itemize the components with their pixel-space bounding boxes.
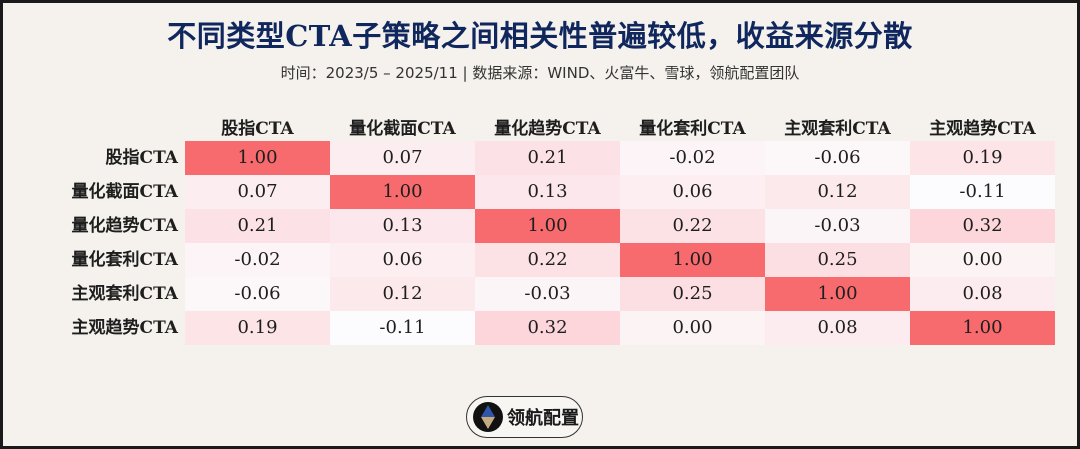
heatmap-cell: 0.12: [330, 277, 475, 311]
heatmap-cell: 0.32: [910, 209, 1055, 243]
heatmap-cell: 0.32: [475, 311, 620, 345]
row-header: 量化趋势CTA: [71, 216, 178, 236]
chart-subtitle: 时间：2023/5 – 2025/11 | 数据来源：WIND、火富牛、雪球，领…: [280, 64, 800, 82]
column-header: 股指CTA: [221, 119, 294, 139]
chart-title: 不同类型CTA子策略之间相关性普遍较低，收益来源分散: [167, 19, 913, 53]
heatmap-cell: 1.00: [330, 175, 475, 209]
heatmap-cell: 0.13: [330, 209, 475, 243]
heatmap-cell: 0.22: [475, 243, 620, 277]
heatmap-cell: 0.19: [185, 311, 330, 345]
column-header: 量化截面CTA: [349, 119, 456, 139]
heatmap-cell: 1.00: [475, 209, 620, 243]
heatmap-cell: -0.11: [910, 175, 1055, 209]
column-header: 量化套利CTA: [639, 119, 746, 139]
row-header: 量化截面CTA: [71, 182, 178, 202]
heatmap-cell: 0.08: [765, 311, 910, 345]
heatmap-cell: 0.22: [620, 209, 765, 243]
heatmap-cell: 0.07: [185, 175, 330, 209]
heatmap-cell: 0.08: [910, 277, 1055, 311]
column-header: 主观套利CTA: [784, 119, 891, 139]
column-header: 主观趋势CTA: [929, 119, 1036, 139]
row-header: 量化套利CTA: [71, 250, 178, 270]
heatmap-cell: 0.25: [765, 243, 910, 277]
column-header: 量化趋势CTA: [494, 119, 601, 139]
heatmap-cell: 0.13: [475, 175, 620, 209]
heatmap-cell: 0.00: [620, 311, 765, 345]
heatmap-cell: 0.00: [910, 243, 1055, 277]
chart-frame: 不同类型CTA子策略之间相关性普遍较低，收益来源分散 时间：2023/5 – 2…: [3, 3, 1077, 446]
heatmap-cell: -0.06: [765, 141, 910, 175]
brand-name: 领航配置: [507, 408, 579, 429]
heatmap-cell: 0.12: [765, 175, 910, 209]
heatmap-cell: -0.03: [765, 209, 910, 243]
heatmap-cell: 0.06: [620, 175, 765, 209]
heatmap-cell: 0.21: [185, 209, 330, 243]
heatmap-cell: 0.21: [475, 141, 620, 175]
row-header: 主观套利CTA: [71, 284, 178, 304]
heatmap-cell: -0.03: [475, 277, 620, 311]
row-header: 股指CTA: [105, 148, 178, 168]
compass-diamond-icon: [473, 402, 503, 432]
heatmap-cell: 0.07: [330, 141, 475, 175]
heatmap-cell: 1.00: [185, 141, 330, 175]
heatmap-cell: -0.06: [185, 277, 330, 311]
heatmap-cell: 1.00: [620, 243, 765, 277]
brand-logo: 领航配置: [466, 396, 583, 438]
heatmap-cell: -0.11: [330, 311, 475, 345]
heatmap-cell: -0.02: [620, 141, 765, 175]
heatmap-cell: 1.00: [910, 311, 1055, 345]
heatmap-cell: 0.19: [910, 141, 1055, 175]
heatmap-cell: 0.25: [620, 277, 765, 311]
heatmap-cell: -0.02: [185, 243, 330, 277]
heatmap-cell: 1.00: [765, 277, 910, 311]
row-header: 主观趋势CTA: [71, 318, 178, 338]
heatmap-cell: 0.06: [330, 243, 475, 277]
